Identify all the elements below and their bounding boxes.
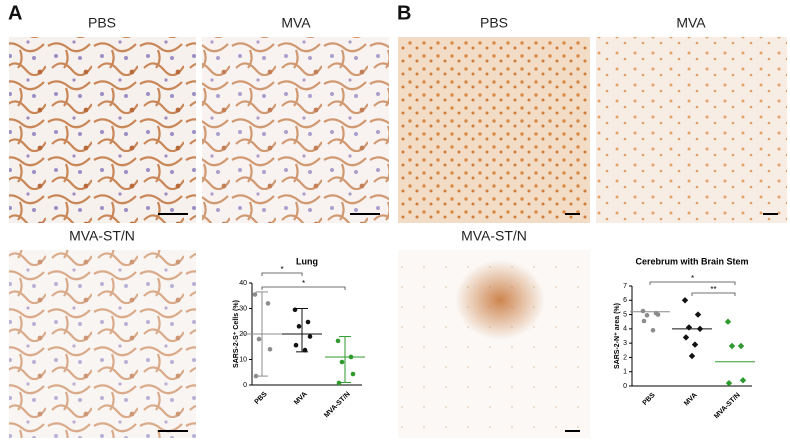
micrograph [9, 37, 196, 223]
data-point [724, 318, 732, 325]
significance-label: * [280, 265, 283, 274]
x-tick-label: MVA-ST/N [713, 392, 742, 421]
data-point [737, 342, 745, 350]
data-point [305, 319, 311, 325]
y-tick-label: 6 [623, 297, 627, 304]
significance-bracket [691, 292, 736, 296]
x-tick-label: PBS [642, 392, 657, 407]
data-point [296, 324, 302, 329]
significance-label: * [302, 279, 305, 288]
chart-title: Lung [296, 256, 318, 266]
data-point [691, 341, 699, 348]
data-point [688, 352, 696, 360]
significance-label: ** [710, 285, 716, 294]
image-label: MVA [281, 15, 311, 31]
micrograph [398, 37, 590, 223]
y-tick-label: 4 [623, 326, 627, 333]
data-point [694, 311, 702, 318]
data-point [685, 324, 693, 331]
data-point [739, 377, 747, 384]
data-point [348, 354, 354, 360]
y-axis-label: SARS-2-S⁺ Cells (%) [233, 300, 240, 368]
data-point [252, 292, 258, 297]
data-point [253, 373, 259, 379]
data-point [302, 347, 308, 353]
data-point [644, 312, 650, 318]
data-point [293, 342, 299, 348]
panel-label: A [8, 2, 22, 24]
x-tick-label: MVA-ST/N [323, 391, 352, 420]
chart-title: Cerebrum with Brain Stem [635, 256, 748, 266]
y-tick-label: 7 [623, 283, 627, 290]
data-point [655, 312, 661, 317]
data-point [682, 334, 690, 341]
x-tick-label: MVA [293, 391, 309, 407]
y-tick-label: 0 [623, 383, 627, 390]
data-point [256, 336, 262, 342]
significance-label: * [691, 274, 694, 283]
data-point [725, 379, 733, 387]
image-label: PBS [480, 15, 508, 31]
image-label: MVA-ST/N [69, 228, 135, 244]
significance-bracket [261, 286, 346, 290]
micrograph [596, 37, 787, 223]
y-tick-label: 2 [623, 354, 627, 361]
y-tick-label: 1 [623, 369, 627, 376]
data-point [641, 318, 647, 324]
significance-bracket [261, 272, 303, 276]
data-point [307, 334, 313, 339]
panel-label: B [397, 2, 411, 24]
data-point [696, 325, 704, 333]
micrograph [9, 250, 196, 438]
micrograph [202, 37, 389, 223]
significance-bracket [649, 281, 736, 285]
image-label: PBS [88, 15, 116, 31]
data-point [335, 338, 341, 344]
data-point [336, 380, 342, 386]
y-axis-label: SARS-2-N⁺ area (%) [614, 303, 621, 369]
data-point [339, 359, 345, 365]
y-tick-label: 3 [623, 340, 627, 347]
data-point [640, 308, 646, 314]
x-tick-label: PBS [254, 391, 269, 406]
stained-region [455, 260, 545, 340]
data-point [292, 307, 298, 313]
data-point [681, 297, 689, 304]
image-label: MVA [676, 15, 706, 31]
data-point [728, 342, 736, 350]
y-tick-label: 30 [239, 305, 247, 312]
y-tick-label: 40 [239, 280, 247, 287]
data-point [267, 347, 273, 352]
scale-bars [158, 213, 778, 432]
y-tick-label: 5 [623, 311, 627, 318]
data-point [650, 327, 656, 333]
y-tick-label: 10 [239, 356, 247, 363]
data-point [350, 371, 356, 377]
y-tick-label: 0 [243, 382, 247, 389]
data-point [265, 301, 271, 306]
x-tick-label: MVA [683, 392, 699, 408]
image-label: MVA-ST/N [461, 228, 527, 244]
